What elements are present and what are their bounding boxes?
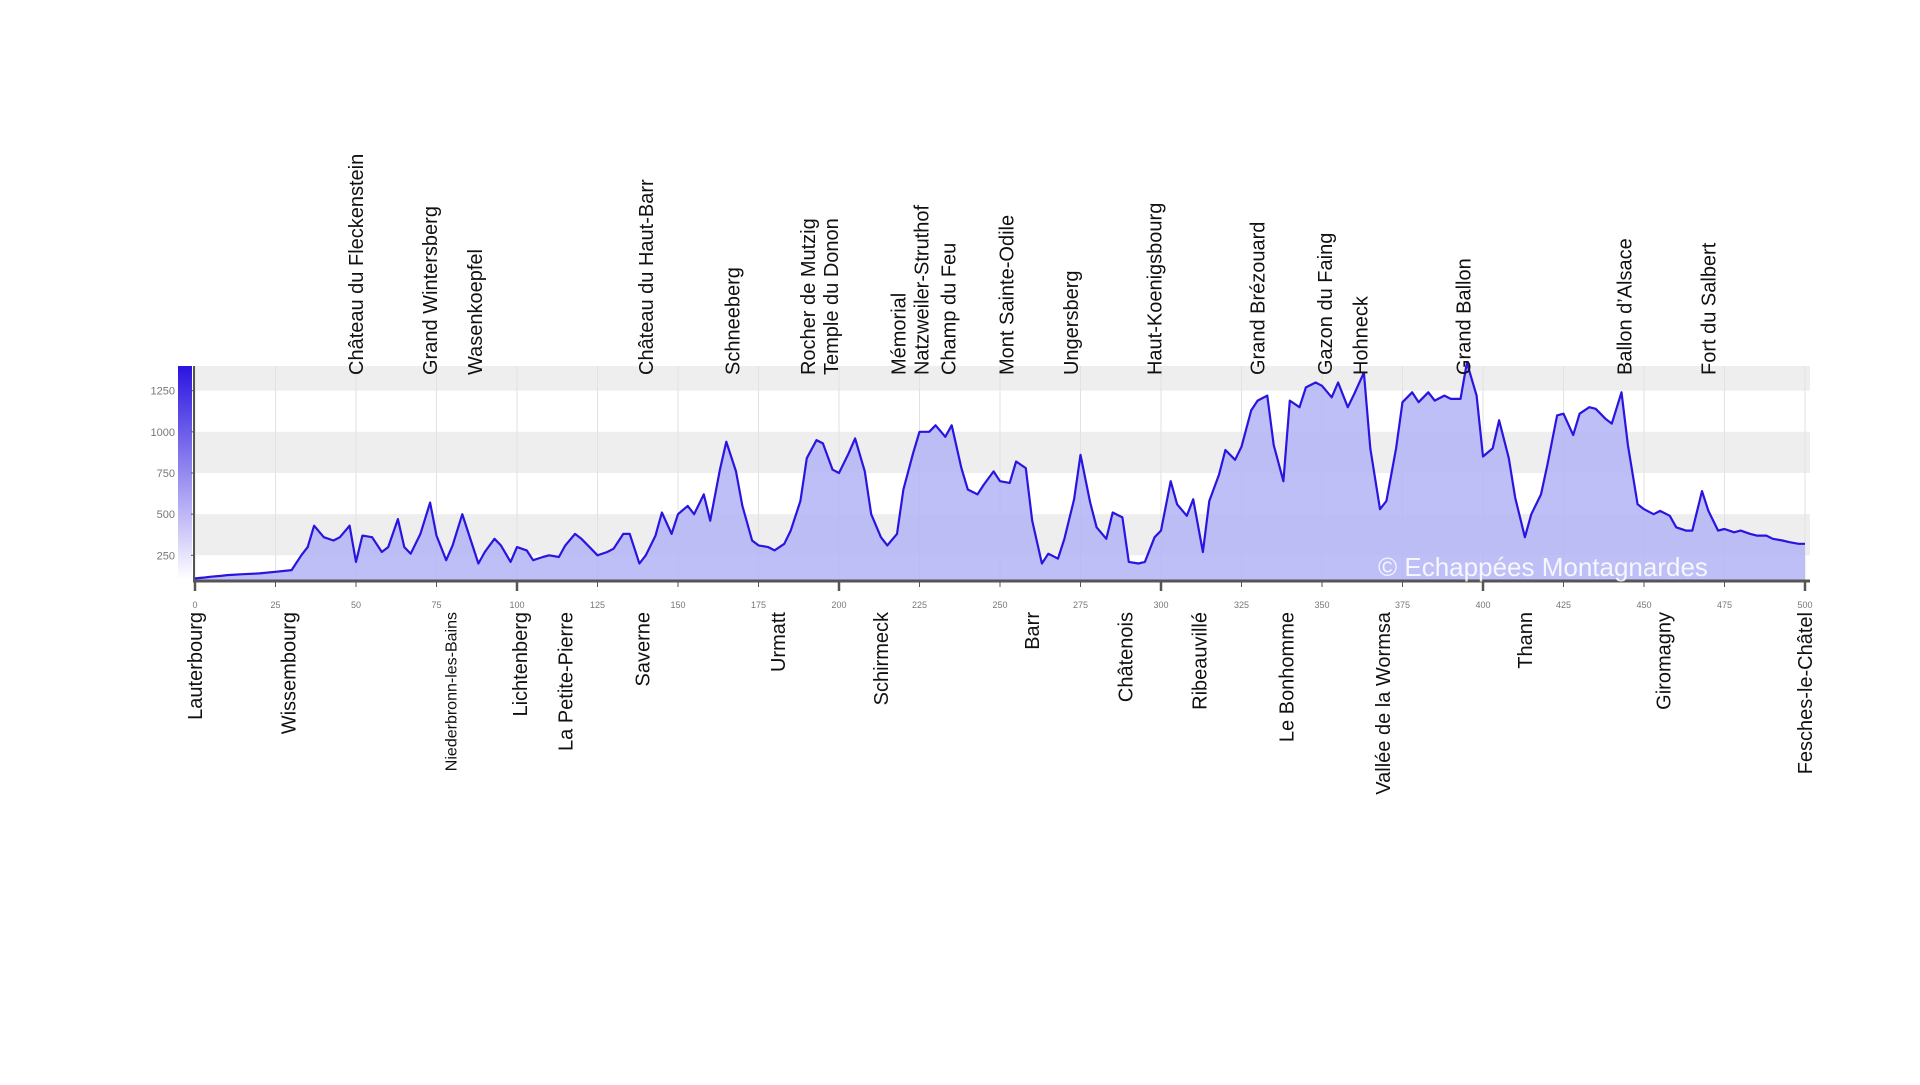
- elevation-color-gauge: [178, 366, 192, 580]
- town-label-7: Schirmeck: [871, 611, 893, 705]
- elevation-fill: [195, 362, 1805, 580]
- y-tick-label-750: 750: [157, 468, 175, 480]
- summit-label-6-line-1: Natzweiler-Struthof: [911, 204, 933, 375]
- axes: [178, 366, 1810, 583]
- x-tick-label-450: 450: [1636, 600, 1651, 610]
- elevation-area: [194, 361, 1805, 580]
- town-label-2: Niederbronn-les-Bains: [443, 612, 460, 771]
- y-tick-label-500: 500: [157, 509, 175, 521]
- town-labels: Lauterbourg Wissembourg Niederbronn-les-Ba…: [185, 611, 1817, 795]
- x-tick-label-150: 150: [670, 600, 685, 610]
- town-label-8: Barr: [1022, 612, 1044, 650]
- summit-label-13: Hohneck: [1351, 295, 1373, 375]
- town-label-0: Lauterbourg: [185, 612, 207, 720]
- summit-label-12: Gazon du Faing: [1315, 233, 1337, 375]
- x-tick-label-400: 400: [1475, 600, 1490, 610]
- summit-label-6-line-0: Mémorial: [888, 293, 910, 375]
- elevation-line: [194, 361, 1805, 580]
- summit-label-10: Haut-Koenigsbourg: [1145, 203, 1167, 375]
- x-tick-label-300: 300: [1153, 600, 1168, 610]
- x-tick-label-225: 225: [912, 600, 927, 610]
- y-tick-label-250: 250: [157, 550, 175, 562]
- y-tick-label-1000: 1000: [151, 427, 175, 439]
- town-label-11: Le Bonhomme: [1277, 612, 1299, 742]
- x-tick-label-50: 50: [351, 600, 361, 610]
- x-tick-label-325: 325: [1234, 600, 1249, 610]
- x-tick-label-125: 125: [590, 600, 605, 610]
- town-label-13: Thann: [1515, 612, 1537, 669]
- y-tick-label-1250: 1250: [151, 386, 175, 398]
- summit-label-0: Château du Fleckenstein: [346, 154, 368, 375]
- x-tick-label-350: 350: [1314, 600, 1329, 610]
- summit-label-7: Champ du Feu: [938, 243, 960, 375]
- summit-label-1: Grand Wintersberg: [420, 206, 442, 375]
- x-tick-label-200: 200: [831, 600, 846, 610]
- summit-label-9: Ungersberg: [1061, 270, 1083, 375]
- x-tick-label-75: 75: [431, 600, 441, 610]
- tick-labels: 0 25 50 75 100 125 150 175 200 225 250 275 300 325 350…: [151, 386, 1813, 610]
- summit-label-5-line-0: Rocher de Mutzig: [798, 218, 820, 375]
- summit-label-3: Château du Haut-Barr: [636, 179, 658, 375]
- summit-label-14: Grand Ballon: [1454, 258, 1476, 375]
- x-tick-label-25: 25: [270, 600, 280, 610]
- summit-label-2: Wasenkoepfel: [465, 249, 487, 375]
- town-label-15: Fesches-le-Châtel: [1795, 612, 1817, 774]
- x-tick-label-500: 500: [1797, 600, 1812, 610]
- y-band-2: [195, 366, 1810, 391]
- x-tick-label-275: 275: [1073, 600, 1088, 610]
- x-tick-label-375: 375: [1395, 600, 1410, 610]
- town-label-5: Saverne: [633, 612, 655, 687]
- y-band-1: [195, 431, 1810, 473]
- town-label-10: Ribeauvillé: [1190, 612, 1212, 710]
- summit-labels: Château du Fleckenstein Grand Wintersberg…: [346, 154, 1720, 375]
- x-tick-label-175: 175: [751, 600, 766, 610]
- summit-label-15: Ballon d’Alsace: [1615, 238, 1637, 375]
- summit-label-16: Fort du Salbert: [1698, 242, 1720, 375]
- x-tick-label-250: 250: [992, 600, 1007, 610]
- town-label-6: Urmatt: [768, 612, 790, 672]
- town-label-3: Lichtenberg: [510, 612, 532, 717]
- watermark: © Echappées Montagnardes: [1378, 552, 1708, 582]
- x-tick-label-475: 475: [1717, 600, 1732, 610]
- summit-label-11: Grand Brézouard: [1248, 222, 1270, 375]
- summit-label-5-line-1: Temple du Donon: [821, 218, 843, 375]
- x-tick-label-100: 100: [509, 600, 524, 610]
- summit-label-8: Mont Sainte-Odile: [996, 215, 1018, 375]
- x-tick-label-0: 0: [192, 600, 197, 610]
- town-label-4: La Petite-Pierre: [555, 612, 577, 751]
- town-label-9: Châtenois: [1116, 612, 1138, 702]
- town-label-1: Wissembourg: [278, 612, 300, 734]
- summit-label-4: Schneeberg: [723, 267, 745, 375]
- x-tick-label-425: 425: [1556, 600, 1571, 610]
- town-label-14: Giromagny: [1653, 612, 1675, 710]
- town-label-12: Vallée de la Wormsa: [1373, 611, 1395, 795]
